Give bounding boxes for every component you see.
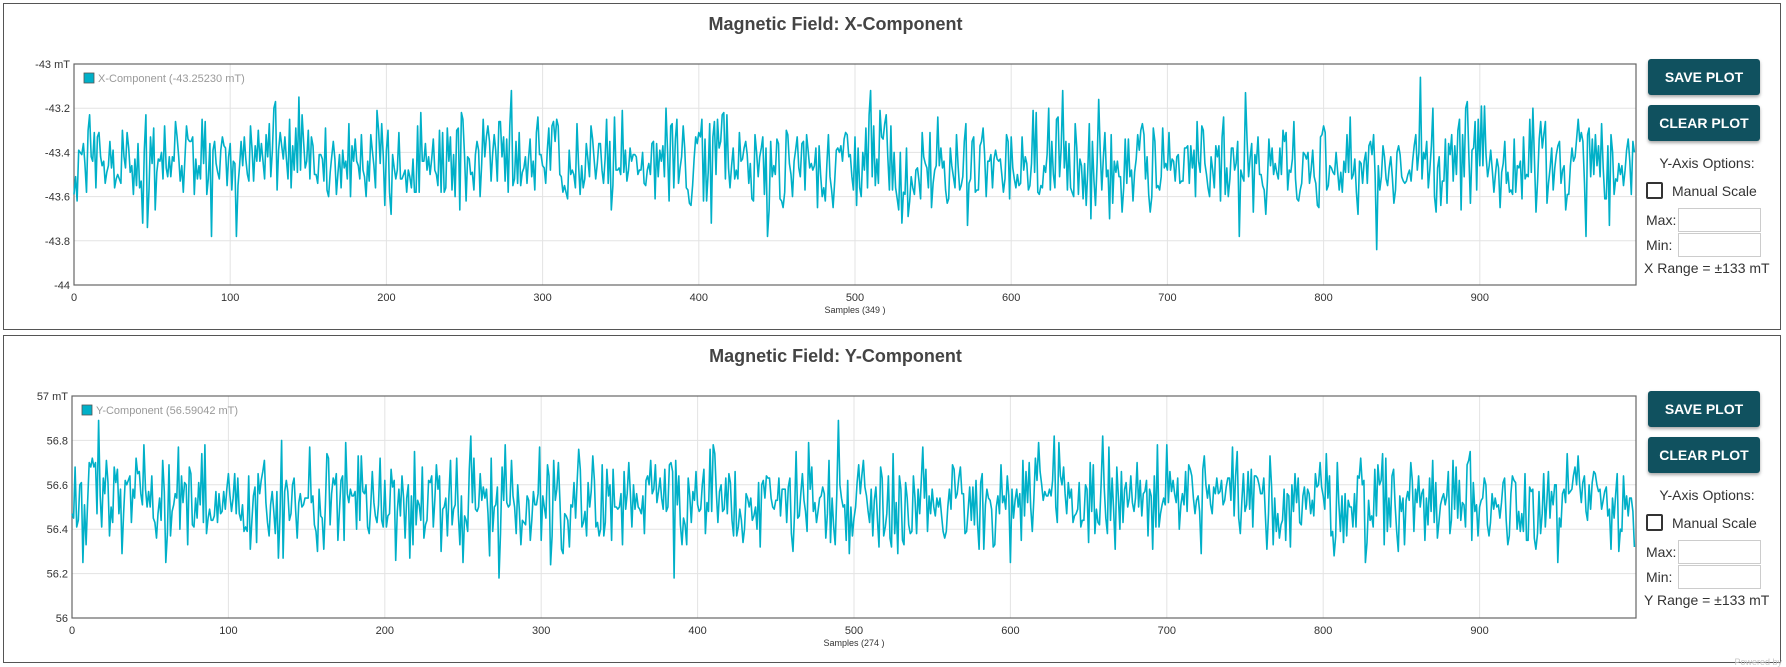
panel-title: Magnetic Field: X-Component xyxy=(708,14,963,34)
save-plot-button[interactable]: SAVE PLOT xyxy=(1648,59,1760,95)
max-row: Max: xyxy=(1646,208,1761,232)
max-input[interactable] xyxy=(1678,208,1761,232)
x-tick-label: 0 xyxy=(69,625,75,637)
y-tick-label: -43.8 xyxy=(45,236,70,248)
x-tick-label: 0 xyxy=(71,292,77,304)
x-tick-label: 200 xyxy=(377,292,395,304)
y-tick-label: 56.2 xyxy=(47,569,68,581)
y-tick-label: 56.6 xyxy=(47,480,68,492)
plot-frame xyxy=(73,63,1637,286)
x-tick-label: 200 xyxy=(376,625,394,637)
min-label: Min: xyxy=(1646,237,1673,253)
x-tick-label: 300 xyxy=(532,625,550,637)
max-input[interactable] xyxy=(1678,540,1761,564)
y-component-chart: 57 mT 56.8 56.6 56.4 56.2 560 100 200 300 400 500 6… xyxy=(37,391,1637,648)
x-tick-label: 100 xyxy=(219,625,237,637)
manual-scale-label: Manual Scale xyxy=(1672,514,1757,531)
min-input[interactable] xyxy=(1678,565,1761,589)
x-tick-label: 800 xyxy=(1314,625,1332,637)
x-tick-label: 100 xyxy=(221,292,239,304)
y-tick-label: -43 mT xyxy=(35,59,70,71)
manual-scale-row: Manual Scale xyxy=(1646,182,1757,199)
save-plot-button[interactable]: SAVE PLOT xyxy=(1648,391,1760,427)
y-component-panel: Magnetic Field: Y-Component 57 mT 56.8 56.… xyxy=(3,335,1781,663)
series-line xyxy=(71,419,1636,579)
legend-label: Y-Component (56.59042 mT) xyxy=(96,405,238,417)
y-tick-label: 56 xyxy=(56,613,68,625)
legend-swatch xyxy=(83,72,95,84)
x-tick-label: 500 xyxy=(846,292,864,304)
y-tick-label: -44 xyxy=(54,280,70,292)
min-row: Min: xyxy=(1646,565,1761,589)
x-tick-label: 700 xyxy=(1158,292,1176,304)
max-row: Max: xyxy=(1646,540,1761,564)
legend-swatch xyxy=(81,404,93,416)
series-line xyxy=(73,76,1636,251)
x-axis-label: Samples (274 ) xyxy=(823,638,884,648)
y-tick-label: -43.2 xyxy=(45,103,70,115)
x-tick-label: 600 xyxy=(1001,625,1019,637)
legend-label: X-Component (-43.25230 mT) xyxy=(98,73,245,85)
clear-plot-button[interactable]: CLEAR PLOT xyxy=(1648,105,1760,141)
x-tick-label: 500 xyxy=(845,625,863,637)
x-tick-label: 900 xyxy=(1470,625,1488,637)
x-tick-label: 800 xyxy=(1314,292,1332,304)
y-axis-options-label: Y-Axis Options: xyxy=(1659,155,1755,171)
min-row: Min: xyxy=(1646,233,1761,257)
manual-scale-checkbox[interactable] xyxy=(1646,182,1663,199)
max-label: Max: xyxy=(1646,544,1677,560)
manual-scale-label: Manual Scale xyxy=(1672,182,1757,199)
y-axis-options-label: Y-Axis Options: xyxy=(1659,487,1755,503)
range-text: X Range = ±133 mT xyxy=(1644,260,1770,276)
plot-frame xyxy=(71,395,1637,619)
x-tick-label: 400 xyxy=(690,292,708,304)
x-component-chart: -43 mT -43.2 -43.4 -43.6 -43.8 -440 100 200 300 4… xyxy=(35,59,1637,315)
x-tick-label: 900 xyxy=(1471,292,1489,304)
y-tick-label: -43.6 xyxy=(45,192,70,204)
x-component-panel: Magnetic Field: X-Component -43 mT -43.2-… xyxy=(3,3,1781,330)
min-input[interactable] xyxy=(1678,233,1761,257)
x-tick-label: 600 xyxy=(1002,292,1020,304)
y-tick-label: 56.8 xyxy=(47,435,68,447)
manual-scale-checkbox[interactable] xyxy=(1646,514,1663,531)
max-label: Max: xyxy=(1646,212,1677,228)
x-axis-label: Samples (349 ) xyxy=(824,305,885,315)
panel-title: Magnetic Field: Y-Component xyxy=(709,346,962,366)
min-label: Min: xyxy=(1646,569,1673,585)
range-text: Y Range = ±133 mT xyxy=(1644,592,1770,608)
y-tick-label: 56.4 xyxy=(47,524,68,536)
x-tick-label: 400 xyxy=(688,625,706,637)
y-tick-label: -43.4 xyxy=(45,147,70,159)
x-tick-label: 300 xyxy=(533,292,551,304)
x-tick-label: 700 xyxy=(1158,625,1176,637)
manual-scale-row: Manual Scale xyxy=(1646,514,1757,531)
clear-plot-button[interactable]: CLEAR PLOT xyxy=(1648,437,1760,473)
y-tick-label: 57 mT xyxy=(37,391,68,403)
watermark: Powered by xyxy=(1734,657,1782,667)
